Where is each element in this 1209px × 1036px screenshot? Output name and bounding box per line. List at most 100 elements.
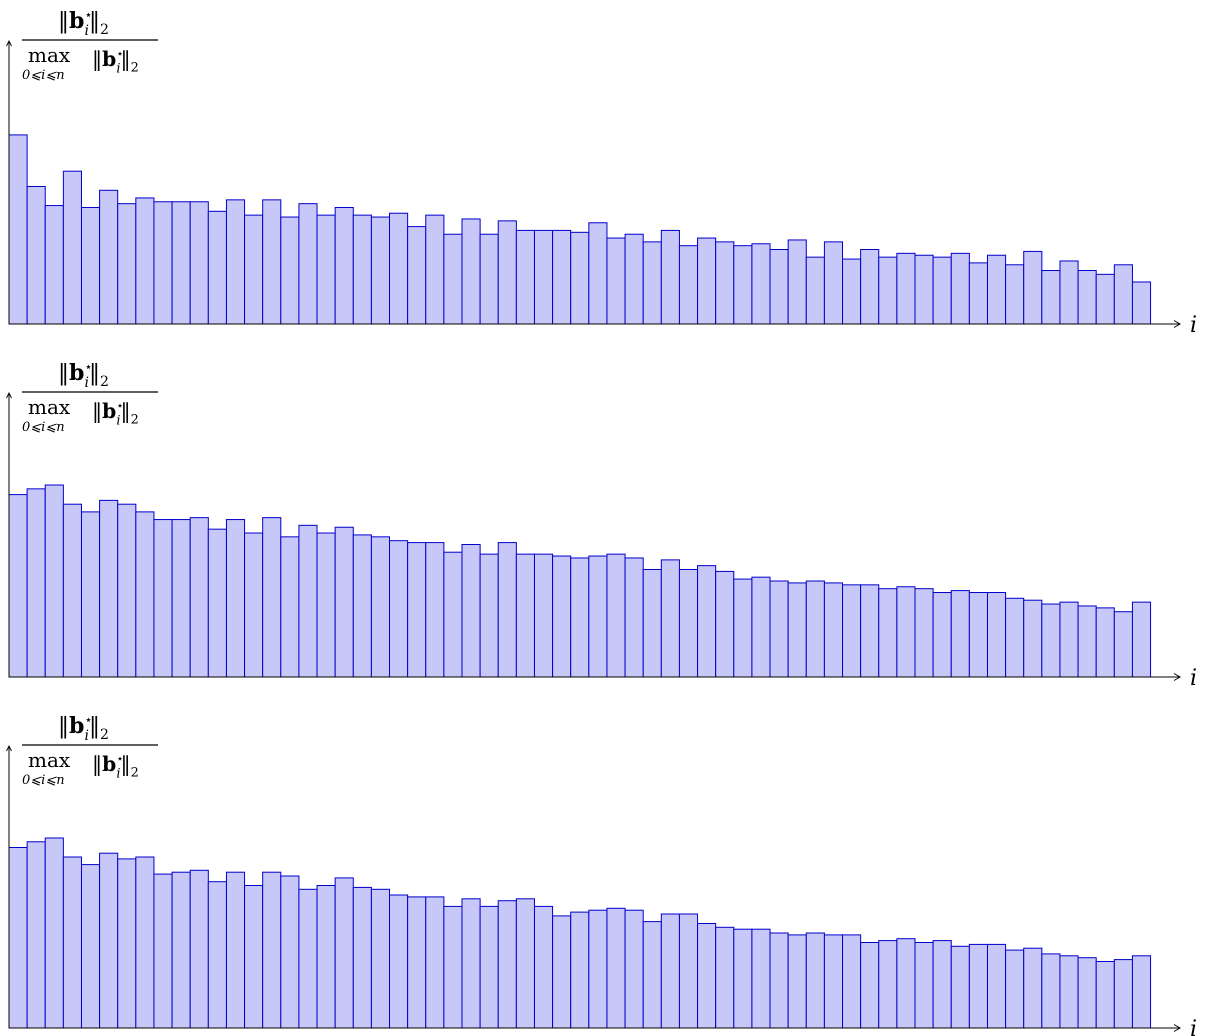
bar (769, 580, 789, 678)
bar (80, 511, 101, 678)
bar (425, 542, 445, 678)
bar (932, 256, 952, 325)
x-axis-label-1: i (1190, 313, 1197, 338)
label-numerator-3: ‖b⋆ i‖2 (58, 713, 109, 744)
bar (606, 907, 626, 1029)
bar (914, 254, 934, 325)
bar (606, 553, 626, 678)
label-numerator-3-text: ‖b⋆ i‖2 (58, 713, 109, 744)
x-axis-label-3: i (1190, 1017, 1197, 1036)
bar (1041, 270, 1061, 325)
label-max-2: max (28, 395, 71, 419)
bar (823, 241, 844, 325)
bar (533, 553, 554, 678)
bar (99, 852, 119, 1029)
bar (678, 245, 699, 325)
bar (171, 519, 191, 678)
bar (787, 582, 807, 678)
bar (624, 909, 644, 1029)
bar (443, 905, 463, 1029)
bar (914, 942, 934, 1029)
bar (135, 856, 155, 1029)
bar (370, 536, 391, 678)
bar (642, 568, 662, 678)
bar (244, 214, 264, 325)
bar (1095, 273, 1115, 325)
bar (1023, 947, 1043, 1029)
bar (733, 578, 753, 678)
bar (135, 197, 155, 325)
bar (570, 911, 590, 1029)
bar (189, 869, 209, 1029)
bar (316, 532, 336, 678)
bar-series-1 (8, 134, 1152, 325)
label-numerator-2-text: ‖b⋆ i‖2 (58, 360, 109, 391)
x-axis-arrowhead-3 (1173, 1024, 1181, 1032)
bar (642, 241, 662, 325)
bar (153, 519, 173, 678)
bar (497, 542, 517, 678)
bar (461, 218, 481, 325)
bar (497, 900, 517, 1029)
bar (352, 534, 372, 678)
bar (733, 245, 753, 325)
bar (950, 945, 970, 1029)
bar (443, 551, 463, 678)
bar (860, 942, 880, 1029)
bar (986, 254, 1007, 325)
bar (1041, 953, 1061, 1029)
bar (1113, 959, 1133, 1029)
bar (715, 241, 735, 325)
bar (932, 592, 952, 678)
label-numerator-1-text: ‖b⋆ i‖2 (58, 8, 109, 39)
label-max-subscript-2: 0⩽i⩽n (22, 420, 65, 435)
bar (805, 580, 825, 678)
label-max-subscript-1: 0⩽i⩽n (22, 68, 65, 83)
label-max-subscript-3: 0⩽i⩽n (22, 773, 65, 788)
bar (1059, 955, 1079, 1029)
label-numerator-2: ‖b⋆ i‖2 (58, 360, 109, 391)
bar (244, 885, 264, 1029)
bar (842, 934, 862, 1029)
bar (823, 934, 844, 1029)
bar (552, 229, 572, 325)
bar (280, 536, 300, 678)
label-denominator-norm-3: ‖b⋆ i‖2 (92, 752, 139, 782)
bar (370, 216, 391, 325)
bar (479, 905, 499, 1029)
bar (153, 201, 173, 325)
bar (1005, 949, 1025, 1029)
bar (1059, 260, 1079, 325)
x-axis-arrowhead-1 (1173, 320, 1181, 328)
bar (425, 896, 445, 1029)
bar (497, 220, 517, 325)
bar (878, 940, 898, 1029)
bar (80, 206, 101, 325)
bar (352, 214, 372, 325)
bar (44, 205, 64, 325)
bar (225, 199, 246, 325)
bar (896, 252, 916, 325)
y-axis-arrowhead-3 (6, 744, 12, 752)
bar (1131, 955, 1152, 1029)
bar (588, 222, 608, 325)
bar (950, 590, 970, 678)
bar (99, 499, 119, 678)
bar (642, 921, 662, 1029)
bar (823, 582, 844, 678)
bar (570, 557, 590, 678)
bar (751, 928, 771, 1029)
bar (842, 584, 862, 678)
bar (8, 847, 28, 1029)
bar (8, 494, 28, 678)
bar (860, 584, 880, 678)
bar (1113, 264, 1133, 325)
bar (352, 886, 372, 1029)
bar (715, 570, 735, 678)
label-denominator-norm-1-text: ‖b⋆ i‖2 (92, 47, 139, 77)
bar (896, 586, 916, 678)
bar (896, 938, 916, 1029)
